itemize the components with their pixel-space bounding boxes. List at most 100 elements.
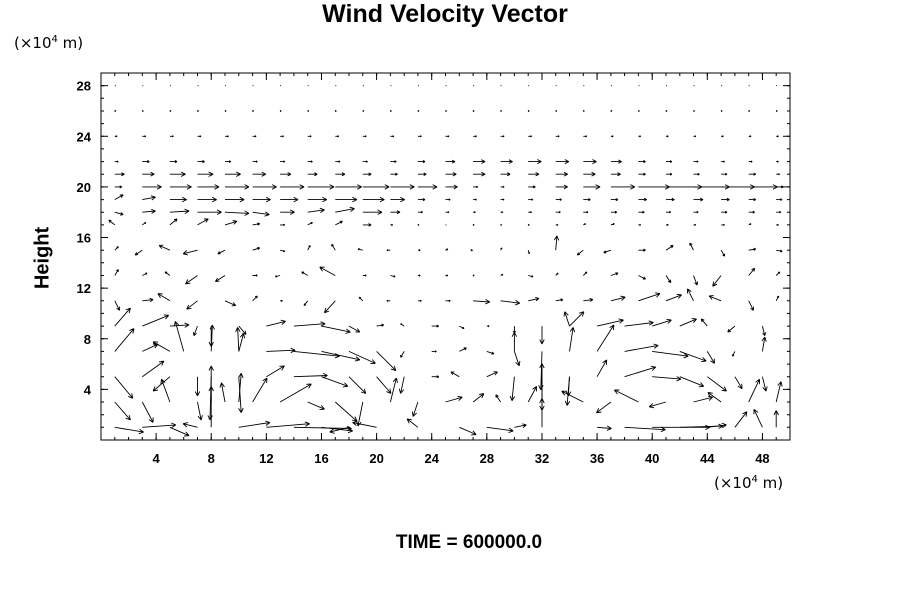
wind-vector [734, 411, 748, 428]
wind-vector [748, 184, 778, 190]
wind-vector [610, 135, 614, 138]
wind-vector [207, 376, 213, 421]
wind-vector [329, 426, 350, 434]
wind-vector [348, 325, 361, 333]
wind-vector [445, 172, 457, 177]
wind-vector [445, 135, 450, 138]
wind-vector [252, 211, 270, 217]
wind-vector [362, 209, 383, 215]
wind-vector [712, 275, 722, 287]
wind-vector [169, 184, 192, 190]
wind-vector [555, 198, 562, 201]
wind-vector [473, 185, 479, 189]
wind-vector [252, 171, 267, 177]
wind-vector [114, 269, 119, 276]
wind-vector [417, 211, 423, 214]
wind-vector [495, 394, 501, 403]
wind-vector [748, 172, 757, 176]
wind-vector [335, 135, 340, 138]
wind-vector [303, 300, 309, 307]
wind-vector [721, 135, 724, 138]
wind-vector [142, 171, 155, 177]
chart-title: Wind Velocity Vector [322, 0, 568, 28]
wind-vector [335, 172, 346, 177]
wind-vector [301, 271, 308, 276]
wind-vector [114, 211, 124, 216]
wind-vector [776, 173, 781, 176]
wind-vector [583, 159, 597, 165]
minor-ticks [100, 72, 791, 441]
wind-vector [390, 223, 394, 226]
wind-vector [775, 271, 781, 276]
wind-vector [720, 109, 723, 113]
wind-vector [445, 211, 450, 214]
wind-vector [431, 324, 440, 328]
wind-vector [193, 325, 198, 337]
wind-vector [252, 160, 258, 163]
wind-vector [114, 135, 118, 138]
wind-vector [376, 376, 392, 394]
wind-vector [638, 160, 646, 164]
wind-vector [597, 425, 612, 431]
wind-vector [334, 109, 337, 113]
wind-vector [445, 184, 458, 190]
wind-vector [307, 207, 325, 214]
wind-vector [610, 109, 613, 113]
wind-vector [362, 172, 372, 176]
wind-vector [721, 197, 730, 202]
x-tick-label: 40 [645, 451, 659, 466]
wind-vector [500, 172, 511, 177]
wind-vector [513, 351, 521, 367]
wind-vector [362, 109, 365, 113]
wind-vector [638, 135, 642, 138]
wind-vector [638, 223, 642, 226]
wind-vector [761, 376, 768, 392]
y-axis-unit: (×104 m) [14, 34, 84, 52]
wind-vector [761, 325, 767, 336]
wind-vector [219, 382, 226, 403]
wind-vector [252, 109, 255, 113]
wind-vector [528, 296, 540, 302]
wind-vector [280, 184, 305, 190]
wind-vector [280, 209, 295, 215]
wind-vector [197, 401, 203, 421]
wind-vector [197, 218, 209, 226]
wind-vector [307, 401, 325, 411]
y-tick-label: 24 [77, 129, 92, 144]
wind-vector [700, 318, 708, 327]
wind-vector [555, 223, 559, 226]
wind-vector [597, 318, 624, 327]
wind-vector [417, 109, 420, 113]
wind-vector [652, 318, 672, 327]
wind-vector [775, 295, 780, 302]
wind-vector [610, 159, 622, 164]
wind-vector [450, 371, 460, 378]
wind-vector [565, 376, 572, 397]
wind-vector [583, 198, 591, 202]
wind-vector [582, 109, 585, 113]
wind-vector [108, 219, 116, 226]
wind-vector [417, 299, 422, 302]
wind-vector [624, 426, 666, 433]
wind-vector [486, 371, 498, 378]
wind-vector [331, 243, 336, 251]
wind-vector [610, 222, 615, 226]
wind-vector [776, 198, 783, 201]
wind-vector [197, 209, 222, 215]
wind-vector [528, 185, 536, 189]
wind-vector [114, 300, 121, 311]
wind-vector [748, 300, 754, 311]
wind-vector [307, 184, 335, 190]
wind-vector [500, 300, 521, 306]
wind-vector [389, 109, 392, 113]
wind-vector [252, 222, 261, 226]
wind-vector [472, 393, 485, 403]
wind-vector [417, 184, 438, 190]
wind-vector [472, 109, 475, 113]
wind-vector [445, 198, 451, 201]
wind-vector [362, 223, 372, 227]
wind-vector [486, 325, 490, 328]
wind-vector [194, 376, 201, 397]
wind-vector [142, 160, 150, 164]
wind-vector [445, 299, 451, 302]
